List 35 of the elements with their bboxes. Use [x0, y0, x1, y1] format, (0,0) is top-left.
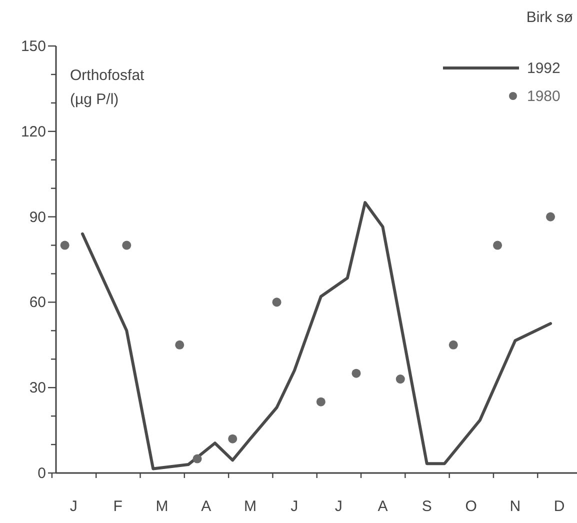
point [448, 340, 458, 350]
y-tick-label: 60 [29, 294, 46, 312]
x-tick-label: J [290, 498, 298, 515]
text: 1992 [527, 60, 560, 76]
x-tick-label: M [156, 498, 168, 515]
y-tick-label: 90 [29, 208, 46, 226]
point [192, 454, 202, 464]
x-tick-label: A [378, 498, 388, 515]
point [352, 368, 361, 378]
point [175, 340, 184, 350]
point [396, 374, 405, 384]
line-series [80, 201, 552, 470]
y-tick-label: 0 [38, 465, 46, 482]
point [493, 240, 502, 250]
y-tick-label: 120 [20, 123, 46, 140]
x-tick-label: N [510, 498, 521, 515]
x-tick-label: O [465, 498, 477, 515]
point [316, 397, 326, 406]
y-tick-label: 30 [29, 380, 46, 397]
chart-title: Birk sø [526, 9, 573, 26]
point [122, 240, 132, 250]
y-axis-title: Orthofosfat (µg P/l) [70, 67, 146, 108]
x-tick-label: M [244, 498, 257, 515]
x-tick-label: A [201, 498, 212, 515]
y-tick-label: 150 [20, 38, 46, 55]
x-tick-label: J [334, 498, 342, 515]
point [272, 298, 282, 307]
x-tick-label: F [113, 498, 122, 515]
point [60, 240, 70, 250]
point [228, 434, 238, 444]
legend-label: 1980 [527, 88, 560, 104]
x-tick-label: J [70, 498, 78, 515]
x-tick-label: S [422, 498, 432, 515]
x-tick-label: D [554, 498, 565, 515]
point [546, 212, 556, 222]
